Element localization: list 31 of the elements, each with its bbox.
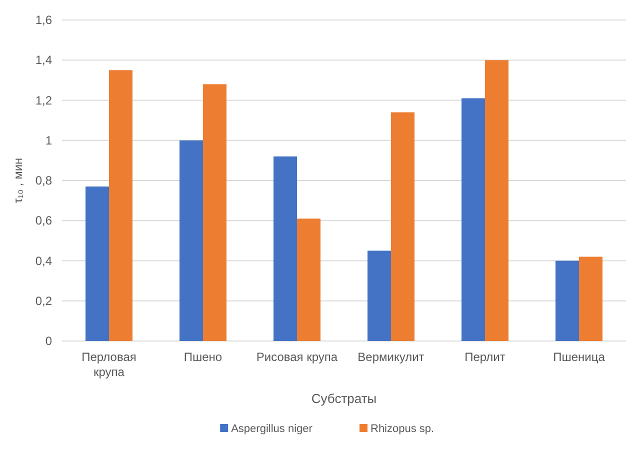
y-tick-label: 1,2: [35, 93, 52, 108]
y-tick-label: 1,4: [35, 53, 52, 68]
bar: [86, 186, 109, 341]
x-tick-label: Перлит: [464, 350, 506, 364]
bar: [579, 256, 602, 341]
bar: [462, 98, 485, 341]
legend-label: Aspergillus niger: [231, 423, 313, 435]
y-tick-label: 1: [45, 133, 52, 148]
x-tick-label: Рисовая крупа: [256, 350, 338, 364]
bar: [391, 112, 414, 341]
bar: [180, 140, 203, 341]
x-tick-label: Перловая крупа: [82, 350, 136, 379]
y-tick-label: 0,2: [35, 294, 52, 308]
bar: [297, 218, 320, 341]
y-tick-label: 0,6: [35, 214, 52, 228]
bar: [274, 156, 297, 341]
bar: [109, 70, 132, 341]
bar: [556, 260, 579, 341]
x-tick-label: Вермикулит: [358, 350, 425, 364]
bar: [203, 84, 226, 341]
x-axis-title: Субстраты: [311, 391, 377, 406]
y-tick-label: 0,8: [35, 174, 52, 188]
bar: [485, 60, 508, 341]
x-tick-label: Пшеница: [553, 350, 606, 364]
x-tick-label: Пшено: [184, 350, 222, 364]
y-axis-title: τ₁₀ , мин: [11, 158, 25, 204]
y-tick-label: 0,4: [35, 254, 52, 268]
legend-label: Rhizopus sp.: [370, 423, 434, 435]
bar: [368, 250, 391, 341]
y-tick-label: 1,6: [35, 13, 52, 27]
y-tick-label: 0: [45, 334, 52, 348]
